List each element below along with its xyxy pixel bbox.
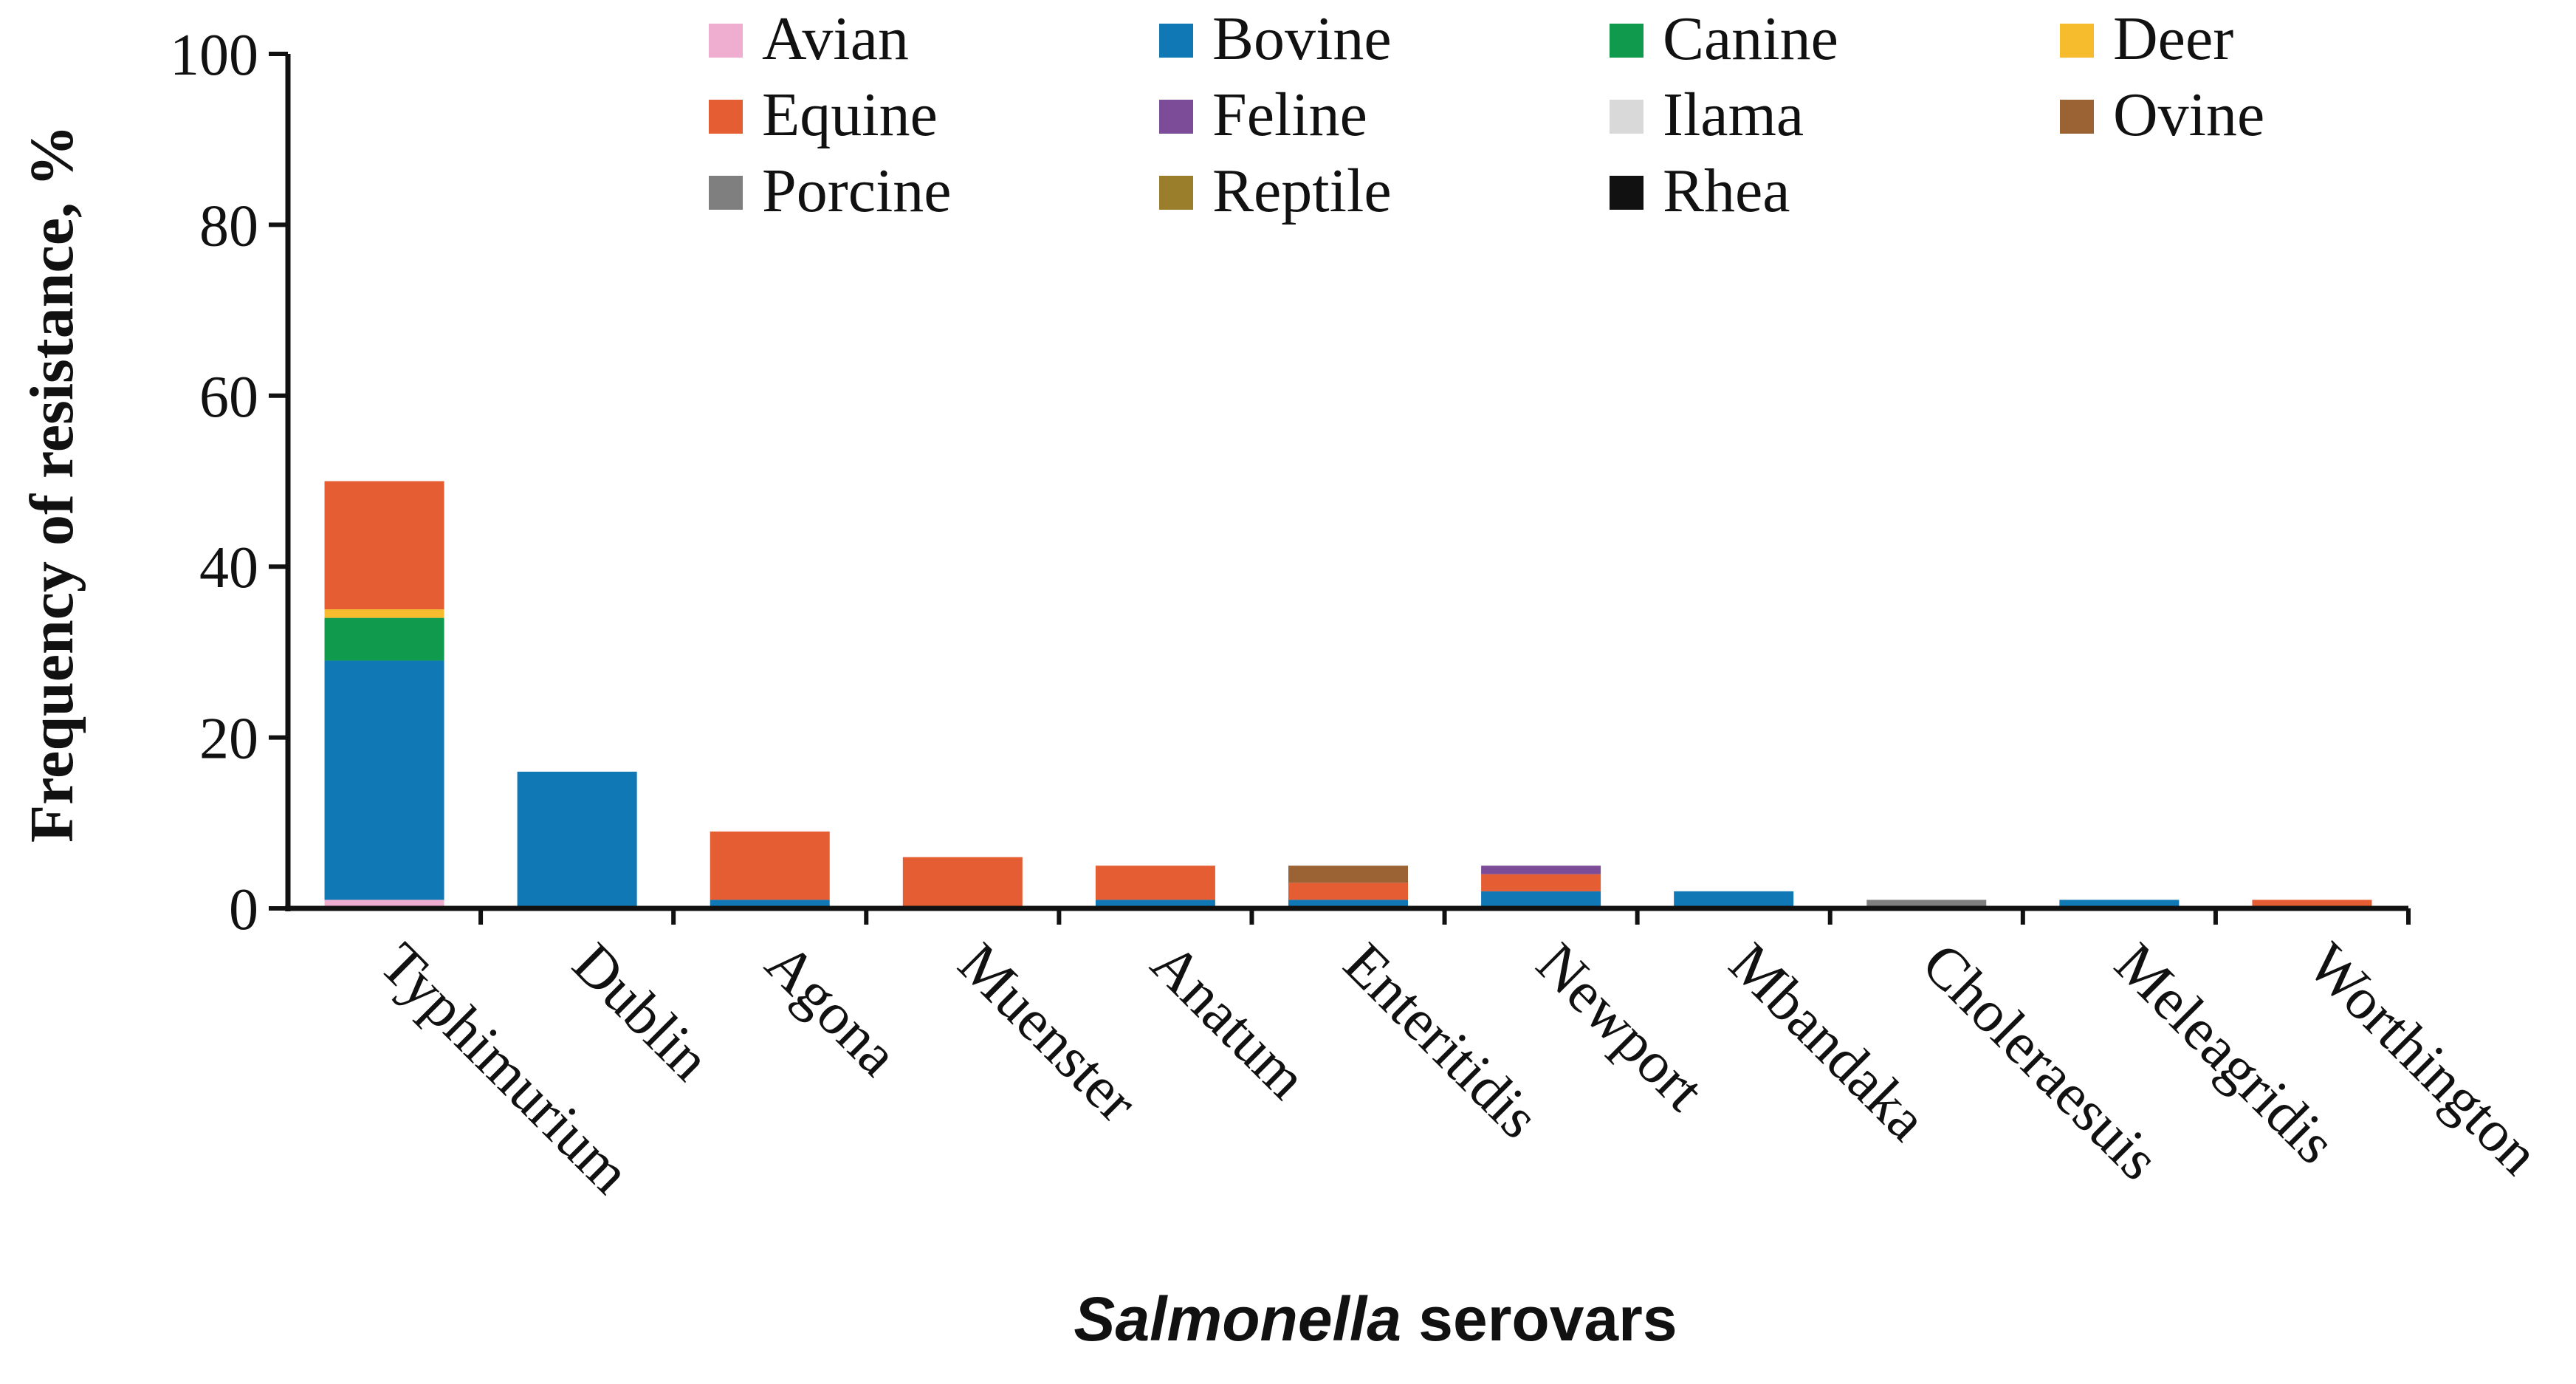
x-tick-label: Mbandaka	[1717, 931, 1939, 1154]
x-tick-label: Muenster	[946, 931, 1150, 1135]
bar-segment-porcine-choleraesuis	[1866, 900, 1987, 908]
legend-label-reptile: Reptile	[1212, 157, 1392, 225]
legend-label-porcine: Porcine	[762, 157, 952, 225]
y-axis-label: Frequency of resistance, %	[18, 125, 86, 843]
legend-label-ilama: Ilama	[1663, 80, 1804, 149]
y-axis-ticks: 0 20 40 60 80 100	[170, 23, 288, 942]
bar-segment-bovine-dublin	[517, 771, 637, 908]
legend-swatch-bovine	[1159, 24, 1193, 58]
legend-swatch-avian	[709, 24, 743, 58]
bar-segment-bovine-enteritidis	[1288, 900, 1408, 908]
bar-segment-feline-newport	[1481, 866, 1601, 874]
legend-label-bovine: Bovine	[1212, 4, 1392, 73]
legend-swatch-ovine	[2060, 100, 2094, 134]
bar-segment-bovine-newport	[1481, 891, 1601, 908]
y-tick-label: 40	[199, 535, 258, 600]
x-tick-label: Dublin	[560, 931, 722, 1093]
legend-label-ovine: Ovine	[2113, 80, 2264, 149]
bar-segment-bovine-meleagridis	[2059, 900, 2180, 908]
legend-swatch-porcine	[709, 176, 743, 210]
y-tick-label: 100	[170, 23, 258, 88]
bar-segment-equine-worthington	[2252, 900, 2372, 908]
bar-segment-avian-typhimurium	[324, 900, 444, 908]
legend-label-deer: Deer	[2113, 4, 2233, 73]
x-axis-label-italic: Salmonella	[1074, 1284, 1401, 1354]
bar-segment-equine-agona	[710, 831, 830, 900]
legend-swatch-canine	[1610, 24, 1644, 58]
bars	[324, 481, 2372, 908]
bar-segment-bovine-agona	[710, 900, 830, 908]
bar-segment-equine-typhimurium	[324, 481, 444, 610]
x-tick-label: Worthington	[2295, 931, 2552, 1188]
bar-segment-equine-muenster	[902, 857, 1023, 908]
y-tick-label: 20	[199, 707, 258, 772]
y-tick-label: 0	[229, 877, 258, 942]
legend: Avian Bovine Canine Deer Equine Feline Ilama Ov…	[709, 4, 2264, 225]
legend-swatch-reptile	[1159, 176, 1193, 210]
legend-swatch-equine	[709, 100, 743, 134]
x-axis-label-rest: serovars	[1401, 1284, 1677, 1354]
y-tick-label: 60	[199, 365, 258, 430]
bar-segment-bovine-mbandaka	[1674, 891, 1794, 908]
bar-segment-canine-typhimurium	[324, 617, 444, 661]
legend-swatch-feline	[1159, 100, 1193, 134]
bar-segment-equine-anatum	[1095, 866, 1215, 900]
x-axis-label: Salmonella serovars	[1074, 1284, 1677, 1354]
x-tick-label: Anatum	[1138, 931, 1319, 1111]
legend-swatch-deer	[2060, 24, 2094, 58]
y-tick-label: 80	[199, 193, 258, 258]
bar-segment-equine-newport	[1481, 874, 1601, 891]
x-tick-label: Agona	[753, 931, 910, 1089]
bar-segment-bovine-typhimurium	[324, 660, 444, 900]
legend-label-equine: Equine	[762, 80, 938, 149]
legend-label-canine: Canine	[1663, 4, 1838, 73]
legend-label-feline: Feline	[1212, 80, 1367, 149]
legend-label-rhea: Rhea	[1663, 157, 1790, 225]
x-tick-label: Newport	[1524, 931, 1716, 1123]
bar-segment-ovine-enteritidis	[1288, 866, 1408, 883]
bar-segment-bovine-anatum	[1095, 900, 1215, 908]
bar-segment-equine-enteritidis	[1288, 883, 1408, 900]
legend-label-avian: Avian	[762, 4, 909, 73]
x-tick-label: Enteritidis	[1331, 931, 1551, 1151]
legend-swatch-ilama	[1610, 100, 1644, 134]
legend-swatch-rhea	[1610, 176, 1644, 210]
bar-segment-deer-typhimurium	[324, 609, 444, 618]
